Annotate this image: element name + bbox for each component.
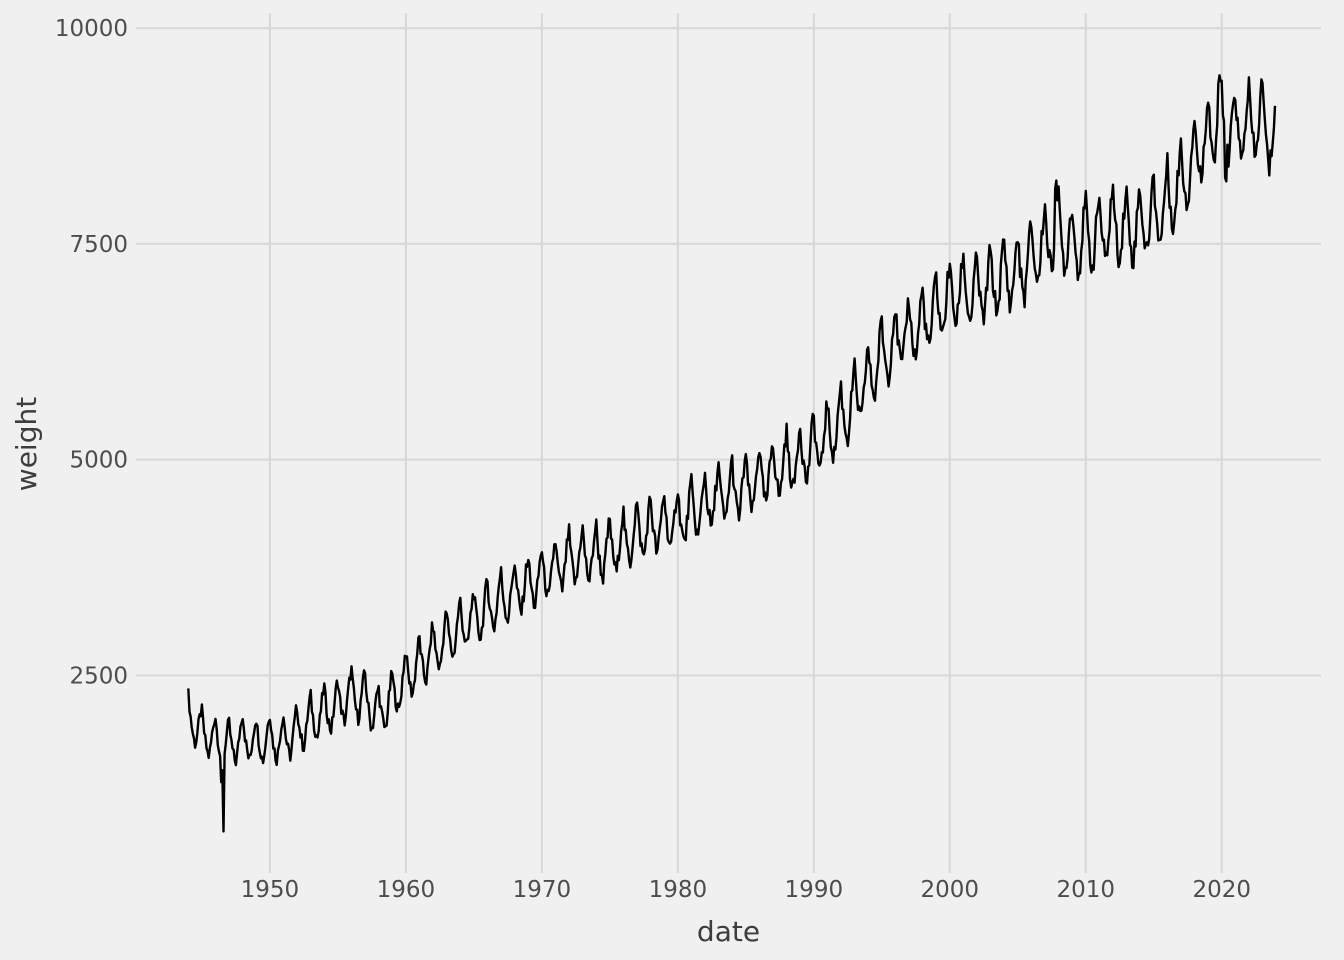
- y-axis-title: weight: [10, 396, 43, 492]
- x-tick-label: 2000: [921, 877, 980, 903]
- y-tick-label: 10000: [55, 16, 128, 42]
- series-line: [187, 74, 1277, 833]
- x-tick-label: 2020: [1192, 877, 1251, 903]
- y-tick-label: 5000: [69, 448, 128, 474]
- x-tick-label: 2010: [1056, 877, 1115, 903]
- x-axis-title: date: [696, 915, 761, 948]
- y-tick-label: 7500: [69, 232, 128, 258]
- x-tick-label: 1990: [785, 877, 844, 903]
- x-tick-label: 1960: [377, 877, 436, 903]
- x-tick-label: 1970: [513, 877, 572, 903]
- y-tick-label: 2500: [69, 663, 128, 689]
- x-tick-label: 1950: [241, 877, 300, 903]
- x-tick-label: 1980: [649, 877, 708, 903]
